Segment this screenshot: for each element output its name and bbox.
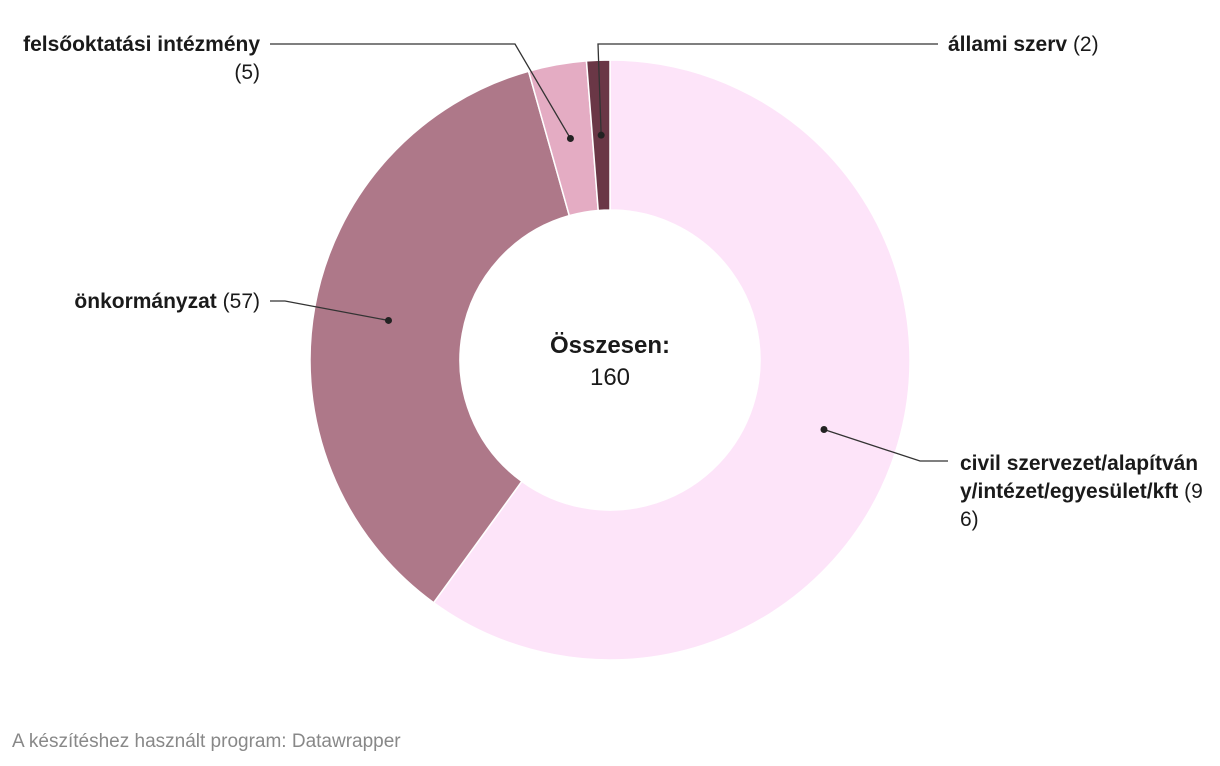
slice-label-civil-value: (96) <box>960 480 1203 531</box>
leader-dot-onkormanyzat <box>385 316 393 324</box>
slice-label-felsooktatasi-name: felsőoktatási intézmény <box>23 33 260 56</box>
donut-slice-onkormanyzat <box>309 70 571 604</box>
leader-line-onkormanyzat <box>270 300 389 322</box>
slice-label-onkormanyzat: önkormányzat (57) <box>20 288 260 316</box>
leader-line-civil <box>823 428 948 462</box>
slice-label-allami: állami szerv (2) <box>948 31 1198 59</box>
slice-label-allami-name: állami szerv <box>948 33 1068 56</box>
slice-label-civil-name: civil szervezet/alapítvány/intézet/egyes… <box>960 452 1199 503</box>
source-note: A készítéshez használt program: Datawrap… <box>12 731 401 752</box>
slice-label-onkormanyzat-name: önkormányzat <box>74 290 217 313</box>
leader-dot-allami <box>597 131 605 139</box>
total-title: Összesen: <box>549 332 671 359</box>
slice-label-felsooktatasi-value: (5) <box>234 61 260 84</box>
leader-dot-felsooktatasi <box>566 135 574 143</box>
slice-label-civil: civil szervezet/alapítvány/intézet/egyes… <box>960 450 1210 534</box>
leader-dot-civil <box>820 426 828 434</box>
total-value: 160 <box>589 364 631 391</box>
slice-label-felsooktatasi: felsőoktatási intézmény (5) <box>20 31 260 87</box>
leader-line-felsooktatasi <box>270 43 572 139</box>
leader-line-allami <box>597 43 938 136</box>
slice-label-allami-value: (2) <box>1072 33 1099 56</box>
slice-label-onkormanyzat-value: (57) <box>222 290 260 313</box>
donut-center-total: Összesen: 160 <box>510 331 710 395</box>
donut-slice-civil <box>432 59 911 661</box>
